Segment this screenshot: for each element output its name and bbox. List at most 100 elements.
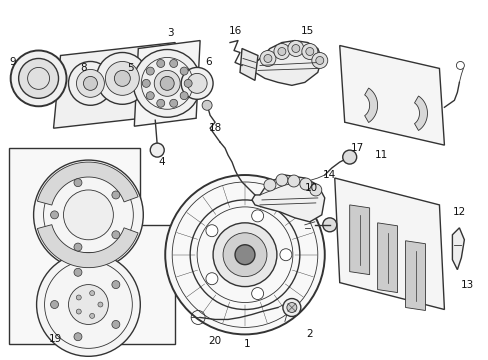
Polygon shape: [240, 49, 258, 80]
Circle shape: [34, 160, 143, 270]
Circle shape: [184, 80, 192, 87]
Circle shape: [169, 59, 177, 67]
Circle shape: [260, 50, 275, 67]
Circle shape: [283, 298, 300, 316]
Circle shape: [68, 62, 112, 105]
Text: 4: 4: [159, 157, 165, 167]
Text: 15: 15: [301, 26, 314, 36]
Circle shape: [76, 295, 81, 300]
Circle shape: [154, 71, 180, 96]
Polygon shape: [251, 175, 324, 222]
Polygon shape: [414, 96, 427, 131]
Circle shape: [133, 50, 201, 117]
Circle shape: [63, 190, 113, 240]
Circle shape: [74, 179, 82, 186]
Polygon shape: [349, 205, 369, 275]
Circle shape: [291, 45, 299, 53]
Text: 12: 12: [452, 207, 465, 217]
Circle shape: [74, 268, 82, 276]
Polygon shape: [37, 225, 138, 267]
Circle shape: [89, 291, 95, 296]
Circle shape: [76, 309, 81, 314]
Circle shape: [223, 233, 266, 276]
Circle shape: [205, 273, 218, 285]
Text: 9: 9: [9, 58, 16, 67]
Circle shape: [76, 69, 104, 97]
Circle shape: [301, 44, 317, 59]
Circle shape: [68, 285, 108, 324]
Circle shape: [112, 191, 120, 199]
Polygon shape: [251, 41, 321, 85]
Circle shape: [146, 67, 154, 75]
Text: 18: 18: [208, 123, 221, 133]
Circle shape: [74, 333, 82, 341]
Polygon shape: [9, 148, 175, 345]
Circle shape: [181, 67, 213, 99]
Circle shape: [169, 99, 177, 107]
Text: 13: 13: [460, 280, 473, 289]
Circle shape: [112, 320, 120, 328]
Text: 16: 16: [228, 26, 241, 36]
Text: 8: 8: [80, 63, 86, 73]
Circle shape: [286, 302, 296, 312]
Polygon shape: [377, 223, 397, 293]
Polygon shape: [339, 45, 444, 145]
Circle shape: [251, 210, 263, 222]
Circle shape: [264, 54, 271, 62]
Text: 6: 6: [204, 58, 211, 67]
Polygon shape: [451, 228, 464, 270]
Circle shape: [213, 223, 276, 287]
Circle shape: [74, 243, 82, 251]
Circle shape: [275, 174, 287, 186]
Circle shape: [342, 150, 356, 164]
Polygon shape: [53, 42, 175, 128]
Circle shape: [157, 99, 164, 107]
Text: 11: 11: [374, 150, 387, 160]
Circle shape: [37, 253, 140, 356]
Circle shape: [187, 73, 207, 93]
Circle shape: [264, 179, 275, 191]
Circle shape: [315, 57, 323, 64]
Circle shape: [96, 53, 148, 104]
Circle shape: [299, 178, 311, 190]
Circle shape: [50, 211, 59, 219]
Polygon shape: [405, 241, 425, 310]
Text: 5: 5: [127, 63, 133, 73]
Text: 3: 3: [166, 28, 173, 37]
Circle shape: [112, 281, 120, 289]
Circle shape: [287, 175, 299, 187]
Circle shape: [142, 80, 150, 87]
Circle shape: [287, 41, 303, 57]
Circle shape: [83, 76, 97, 90]
Circle shape: [157, 59, 164, 67]
Text: 14: 14: [323, 170, 336, 180]
Circle shape: [235, 245, 254, 265]
Circle shape: [202, 100, 212, 110]
Text: 19: 19: [49, 334, 62, 345]
Circle shape: [112, 231, 120, 239]
Circle shape: [205, 225, 218, 237]
Circle shape: [305, 48, 313, 55]
Circle shape: [114, 71, 130, 86]
Circle shape: [105, 62, 139, 95]
Circle shape: [309, 184, 321, 196]
Circle shape: [180, 67, 188, 75]
Text: 10: 10: [305, 183, 318, 193]
Circle shape: [150, 143, 164, 157]
Circle shape: [19, 58, 59, 98]
Polygon shape: [364, 88, 377, 122]
Circle shape: [50, 301, 59, 309]
Circle shape: [11, 50, 66, 106]
Circle shape: [311, 53, 327, 68]
Circle shape: [89, 314, 95, 318]
Text: 20: 20: [208, 336, 221, 346]
Circle shape: [165, 175, 324, 334]
Circle shape: [273, 44, 289, 59]
Circle shape: [279, 249, 291, 261]
Text: 2: 2: [306, 329, 312, 339]
Circle shape: [322, 218, 336, 232]
Polygon shape: [134, 41, 200, 126]
Circle shape: [251, 288, 263, 300]
Circle shape: [277, 48, 285, 55]
Circle shape: [98, 302, 102, 307]
